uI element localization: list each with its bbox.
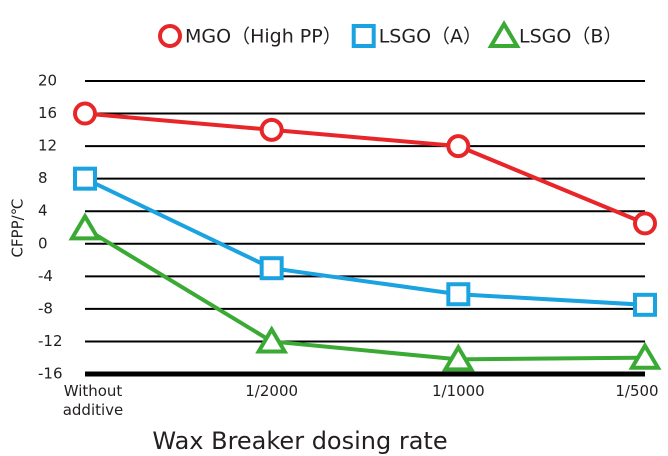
data-point <box>68 212 102 241</box>
y-tick-label: -8 <box>38 299 53 317</box>
y-tick-label: 8 <box>38 169 48 187</box>
data-point <box>633 211 657 236</box>
legend-label: MGO（High PP） <box>185 26 342 48</box>
data-point <box>73 166 97 191</box>
y-tick-label: 16 <box>38 104 57 122</box>
series-line <box>84 176 646 307</box>
data-point <box>259 117 284 142</box>
data-point <box>633 292 657 317</box>
data-point <box>441 343 475 372</box>
legend-marker <box>158 24 182 48</box>
data-point <box>255 325 289 354</box>
x-tick-label: 1/2000 <box>245 382 299 400</box>
x-tick-label: Without additive <box>62 382 124 419</box>
y-axis-title: CFPP/℃ <box>9 198 27 257</box>
x-axis-title: Wax Breaker dosing rate <box>152 427 447 455</box>
x-tick-label: 1/500 <box>615 382 659 400</box>
data-point <box>446 282 471 307</box>
data-point <box>628 341 662 370</box>
y-tick-label: 0 <box>38 234 48 252</box>
legend-marker <box>351 24 376 48</box>
y-tick-label: 4 <box>38 202 48 220</box>
y-tick-label: 12 <box>38 137 57 155</box>
y-tick-label: 20 <box>38 72 57 90</box>
y-tick-label: -16 <box>38 365 63 383</box>
data-point <box>259 256 284 281</box>
legend-label: LSGO（A） <box>379 26 482 48</box>
series-line <box>84 111 646 226</box>
legend-marker <box>487 20 521 48</box>
y-tick-label: -12 <box>38 332 63 350</box>
series-line <box>83 226 646 362</box>
data-point <box>73 101 97 126</box>
legend-label: LSGO（B） <box>519 26 622 48</box>
x-tick-label: 1/1000 <box>431 382 485 400</box>
y-tick-label: -4 <box>38 267 53 285</box>
data-point <box>446 134 471 159</box>
